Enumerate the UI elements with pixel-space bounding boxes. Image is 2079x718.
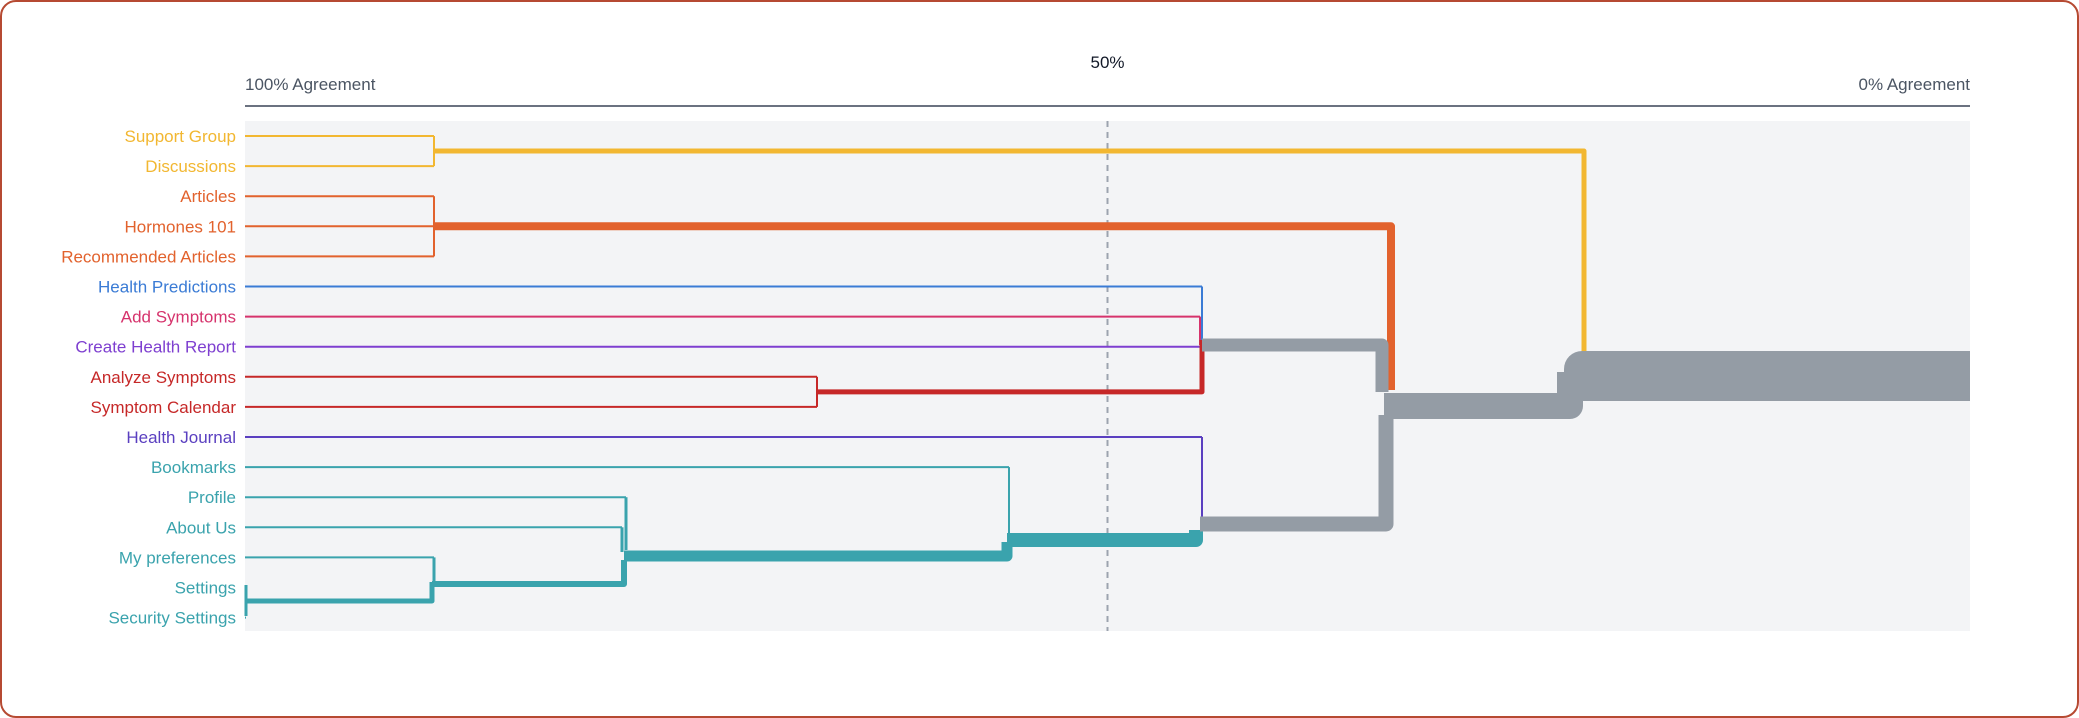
leaf-label: Recommended Articles bbox=[61, 247, 236, 266]
leaf-label: Health Journal bbox=[126, 428, 236, 447]
leaf-label: Articles bbox=[180, 187, 236, 206]
merged-account-branch bbox=[1200, 415, 1394, 532]
midline-label: 50% bbox=[1090, 53, 1124, 72]
leaf-label: Support Group bbox=[124, 127, 236, 146]
axis-label-right: 0% Agreement bbox=[1858, 75, 1970, 94]
leaf-label: Hormones 101 bbox=[124, 217, 236, 236]
leaf-label: Create Health Report bbox=[75, 338, 236, 357]
leaf-label: About Us bbox=[166, 518, 236, 537]
leaf-label: Bookmarks bbox=[151, 458, 236, 477]
learn-branch bbox=[434, 222, 1395, 390]
leaf-label: Discussions bbox=[145, 157, 236, 176]
bookmarks-branch bbox=[1007, 530, 1203, 547]
leaf-label: Security Settings bbox=[108, 609, 236, 628]
symptoms-branch bbox=[817, 340, 1205, 395]
root-trunk bbox=[1590, 351, 1970, 401]
leaf-label: Symptom Calendar bbox=[90, 398, 236, 417]
axis-label-left: 100% Agreement bbox=[245, 75, 376, 94]
leaf-label: My preferences bbox=[119, 548, 236, 567]
leaf-label: Health Predictions bbox=[98, 278, 236, 297]
merged-health-branch bbox=[1202, 338, 1389, 392]
settings-branch bbox=[246, 582, 435, 604]
leaf-label: Analyze Symptoms bbox=[91, 368, 237, 387]
leaf-label: Add Symptoms bbox=[121, 308, 236, 327]
leaf-label: Settings bbox=[175, 579, 236, 598]
leaf-label: Profile bbox=[188, 488, 236, 507]
community-branch bbox=[434, 148, 1587, 356]
preferences-branch bbox=[432, 560, 627, 587]
